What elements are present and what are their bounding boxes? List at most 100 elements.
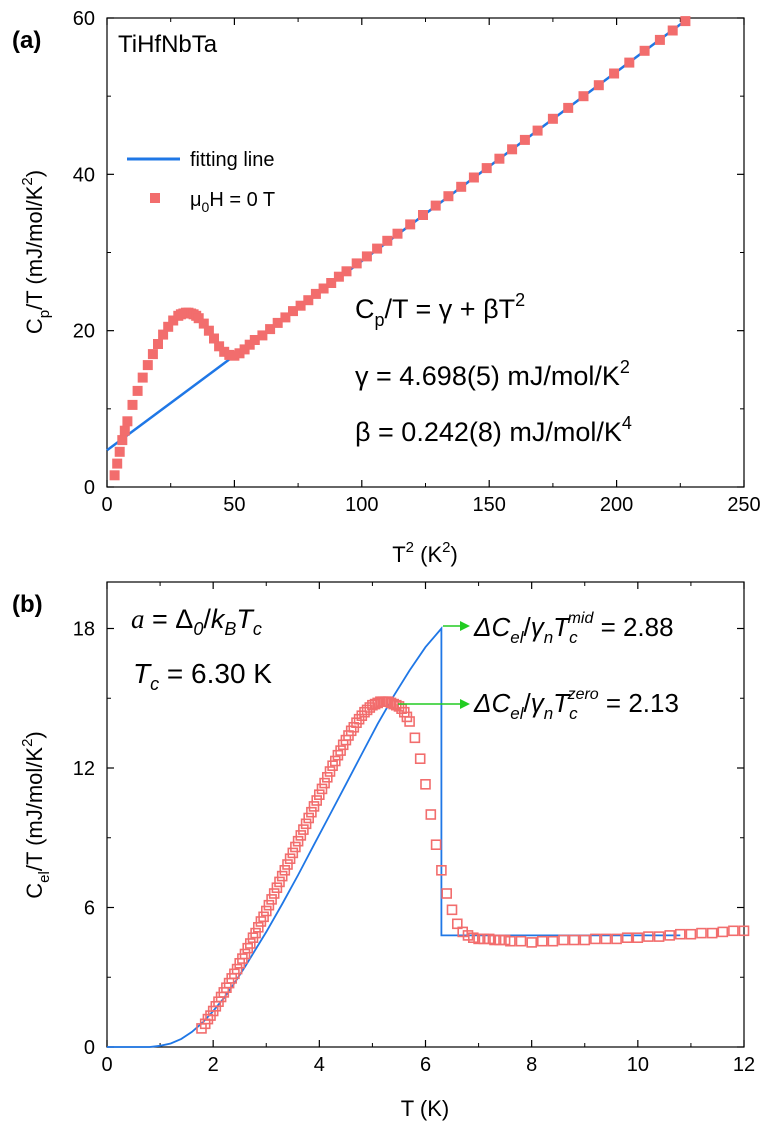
data-point: [696, 927, 707, 939]
alpha-a: a: [131, 604, 145, 634]
data-point: [117, 435, 128, 446]
data-point: [436, 864, 447, 876]
legend-marker-swatch: [150, 193, 160, 203]
data-point: [361, 251, 372, 262]
data-point: [112, 458, 123, 469]
data-point: [253, 921, 264, 933]
data-point: [367, 699, 378, 711]
data-point: [203, 325, 214, 336]
data-point: [298, 824, 309, 835]
data-point: [168, 315, 179, 326]
zero-sub-c: c: [569, 704, 578, 723]
data-point: [418, 210, 428, 220]
a-ylabel-close: ): [22, 170, 47, 177]
data-point: [568, 934, 580, 946]
data-point: [127, 399, 138, 410]
sample-name: TiHfNbTa: [118, 31, 218, 58]
data-point: [271, 882, 283, 894]
data-point: [624, 57, 635, 68]
arrow-mid-head: [460, 621, 470, 631]
data-point: [292, 835, 304, 847]
data-point: [214, 341, 225, 352]
b-ylabel-close: ): [22, 731, 47, 738]
x-tick-label: 2: [208, 1054, 219, 1076]
a-xlabel-unit: (K: [414, 542, 442, 567]
a-ylabel-c: C: [22, 318, 47, 334]
data-point: [621, 932, 633, 944]
y-tick-label: 18: [73, 619, 95, 641]
x-tick-label: 4: [314, 1054, 325, 1076]
data-point: [319, 777, 330, 789]
eq1-sup: 2: [515, 290, 525, 310]
data-point: [329, 755, 341, 767]
data-point: [425, 809, 437, 820]
data-point: [142, 360, 153, 371]
data-point: [209, 333, 219, 344]
data-point: [119, 425, 130, 436]
data-point: [287, 847, 299, 859]
data-point: [109, 470, 120, 481]
data-point: [308, 801, 320, 812]
data-point: [335, 745, 346, 756]
eq3-sup: 4: [622, 413, 632, 433]
data-point: [405, 219, 416, 230]
data-point: [653, 931, 665, 942]
mid-sup: mid: [568, 610, 595, 627]
b-ylabel-c: C: [22, 883, 47, 899]
data-point: [250, 927, 261, 939]
data-point: [494, 153, 505, 164]
data-point: [579, 934, 591, 946]
data-point: [316, 783, 328, 795]
zero-sub-n: n: [544, 704, 553, 723]
alpha-eq: = Δ: [145, 604, 194, 634]
fit-line: [107, 626, 681, 1048]
data-point: [558, 934, 569, 946]
arrow-zero-head: [460, 699, 470, 709]
data-point: [333, 271, 344, 282]
data-point: [515, 935, 527, 947]
data-point: [390, 699, 402, 711]
data-point: [324, 766, 336, 777]
data-point: [738, 925, 750, 937]
mid-val: = 2.88: [593, 612, 673, 642]
eq2-main: γ = 4.698(5) mJ/mol/K: [355, 361, 620, 391]
jump-arrows: [398, 621, 470, 709]
data-point: [392, 228, 403, 239]
x-tick-label: 10: [627, 1054, 649, 1076]
x-tick-label: 50: [223, 494, 245, 516]
panel-a-ylabel: Cp/T (mJ/mol/K2): [19, 170, 53, 334]
data-point: [295, 830, 307, 841]
data-point: [193, 313, 204, 324]
data-point: [536, 935, 548, 947]
eq1-sub: p: [375, 310, 385, 330]
panel-a-series: [106, 16, 691, 481]
data-point: [478, 933, 490, 945]
panel-b-xlabel: T (K): [401, 1096, 449, 1121]
a-xlabel-close: ): [450, 542, 457, 567]
data-point: [446, 904, 458, 916]
data-point: [532, 125, 543, 136]
tc-value: Tc = 6.30 K: [133, 658, 272, 694]
data-point: [272, 317, 283, 328]
y-tick-label: 40: [73, 164, 95, 186]
data-point: [526, 937, 538, 948]
equation-beta: β = 0.242(8) mJ/mol/K4: [355, 413, 632, 447]
jump-zero-ratio: ΔCel/γnTczero = 2.13: [473, 686, 679, 723]
alpha-definition: a = Δ0/kBTc: [131, 604, 262, 639]
data-point: [481, 163, 492, 174]
data-point: [685, 928, 697, 940]
data-point: [310, 288, 321, 299]
data-point: [494, 934, 506, 946]
equation-gamma: γ = 4.698(5) mJ/mol/K2: [355, 357, 630, 391]
data-point: [249, 335, 260, 345]
data-point: [728, 925, 739, 937]
data-point: [219, 346, 230, 357]
data-point: [153, 339, 163, 349]
x-tick-label: 150: [473, 494, 506, 516]
x-tick-label: 12: [733, 1054, 755, 1076]
data-point: [295, 300, 306, 311]
mid-sub-n: n: [544, 628, 553, 647]
data-point: [163, 321, 174, 332]
data-point: [279, 864, 291, 876]
data-point: [288, 306, 298, 317]
